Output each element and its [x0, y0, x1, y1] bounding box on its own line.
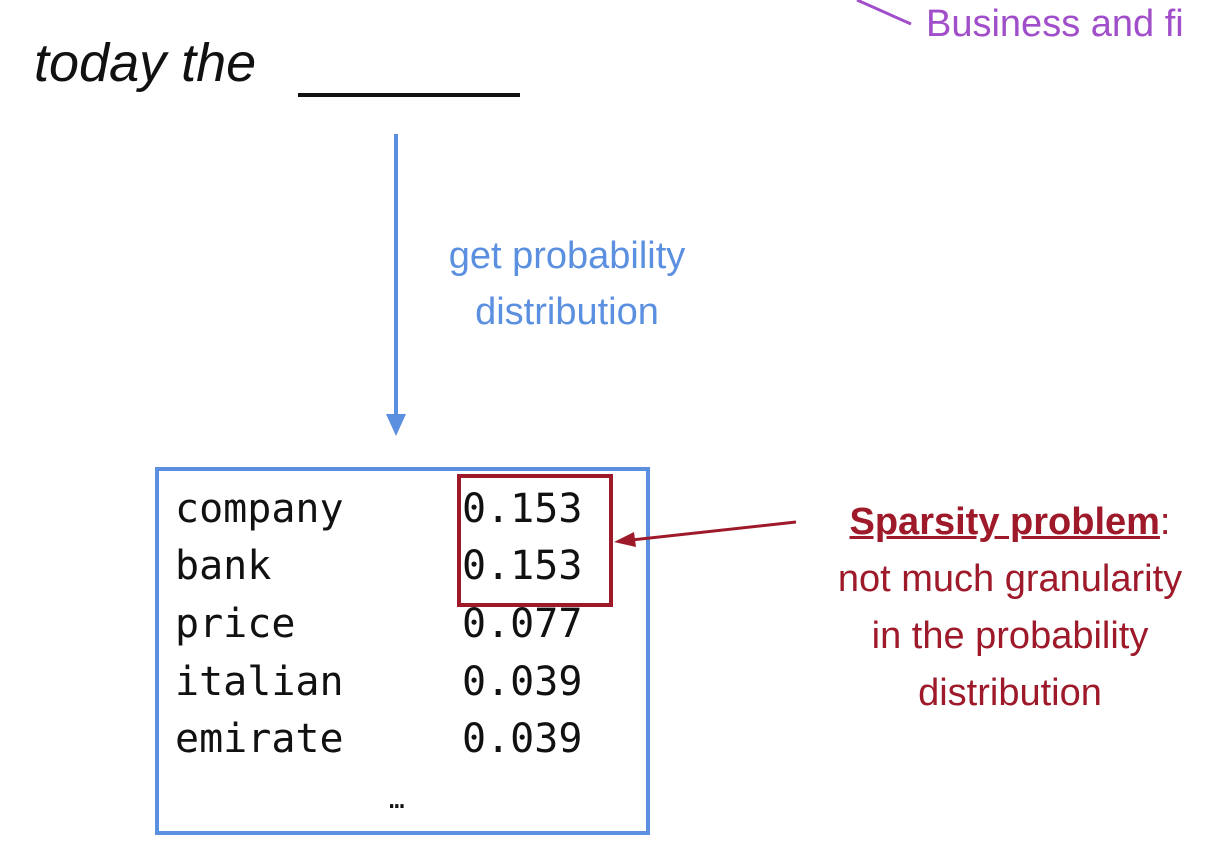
note-colon: :: [1159, 501, 1171, 543]
distribution-box: [155, 467, 650, 835]
row-prob: 0.039: [462, 716, 583, 762]
row-word: italian: [175, 659, 344, 705]
ellipsis: …: [389, 785, 405, 815]
arrow-label-line-2: distribution: [475, 291, 659, 333]
note-line-1: not much granularity: [837, 558, 1183, 600]
note-heading: Sparsity problem:: [800, 494, 1220, 551]
row-prob: 0.153: [462, 486, 583, 532]
down-arrow-icon: [386, 134, 406, 436]
row-word: price: [175, 601, 296, 647]
highlight-box: [457, 474, 613, 607]
arrow-label: get probability distribution: [412, 228, 722, 340]
note-title: Sparsity problem: [849, 501, 1160, 543]
sparsity-note: Sparsity problem: not much granularity i…: [800, 494, 1220, 722]
pointer-arrow-icon: [614, 520, 797, 547]
note-line-2: in the probability: [871, 615, 1149, 657]
prompt-text: today the: [34, 33, 257, 93]
arrow-label-line-1: get probability: [448, 235, 686, 277]
top-label: Business and fi: [926, 3, 1184, 45]
row-word: bank: [175, 543, 272, 589]
row-word: company: [175, 486, 344, 532]
row-prob: 0.039: [462, 659, 583, 705]
row-prob: 0.077: [462, 601, 583, 647]
note-line-3: distribution: [918, 672, 1102, 714]
row-prob: 0.153: [462, 543, 583, 589]
prompt-blank-line: [298, 93, 520, 97]
connector-line: [856, 0, 912, 26]
row-word: emirate: [175, 716, 344, 762]
